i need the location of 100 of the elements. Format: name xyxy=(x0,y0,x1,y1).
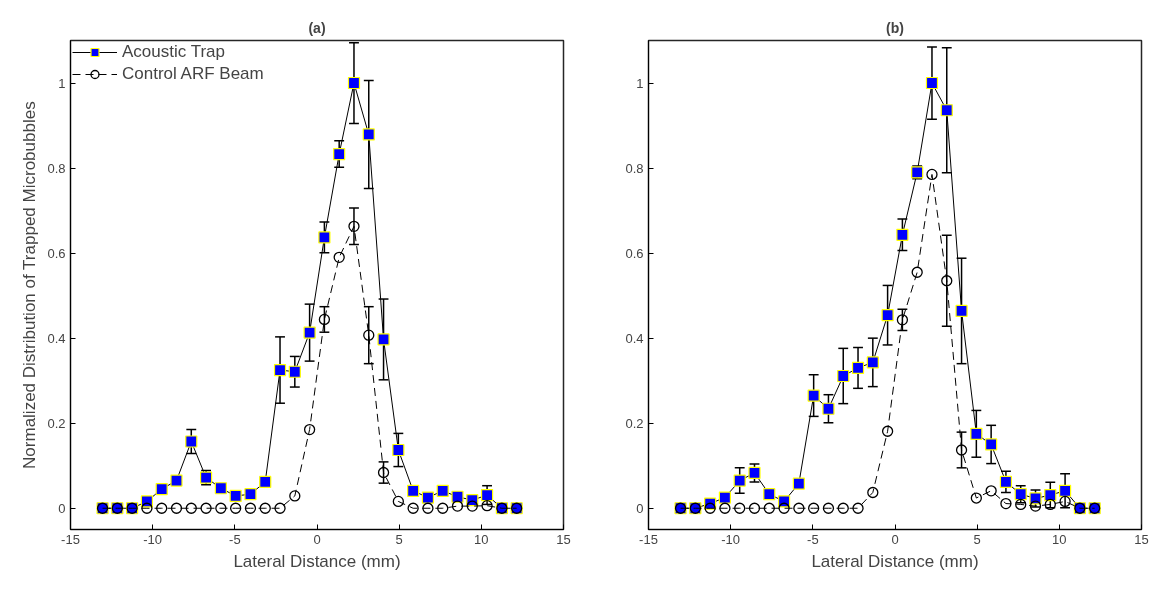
point xyxy=(867,486,879,499)
point xyxy=(822,502,835,514)
point xyxy=(451,500,464,512)
point xyxy=(347,76,361,90)
point xyxy=(229,489,242,503)
x-tick-label: 15 xyxy=(556,531,571,547)
point xyxy=(999,475,1013,488)
x-tick-label: 10 xyxy=(1052,531,1067,547)
point xyxy=(333,147,346,161)
point xyxy=(363,329,375,341)
y-tick-label: 0.4 xyxy=(47,330,66,346)
point xyxy=(748,502,761,514)
point xyxy=(1058,484,1072,497)
x-tick-label: -10 xyxy=(721,531,741,547)
point xyxy=(881,309,894,322)
point xyxy=(704,502,716,514)
y-tick-label: 0 xyxy=(636,500,644,516)
point xyxy=(941,275,953,287)
x-tick-label: 10 xyxy=(474,531,489,547)
y-tick-label: 0.2 xyxy=(625,415,644,431)
point xyxy=(896,314,909,326)
point xyxy=(955,304,968,318)
x-tick-label: 0 xyxy=(313,531,321,547)
point xyxy=(837,369,850,383)
point xyxy=(851,361,865,375)
point xyxy=(141,502,153,514)
point xyxy=(451,490,464,503)
point xyxy=(362,128,375,141)
legend-label: Control ARF Beam xyxy=(122,64,264,84)
point xyxy=(1059,495,1071,508)
point xyxy=(718,491,732,504)
y-tick-label: 0 xyxy=(58,500,66,516)
point xyxy=(436,484,449,497)
point xyxy=(185,502,197,514)
x-tick-label: 5 xyxy=(395,531,403,547)
y-tick-label: 0.4 xyxy=(625,330,644,346)
y-tick-label: 0.8 xyxy=(47,160,66,176)
point xyxy=(985,438,998,451)
point xyxy=(259,475,272,488)
point xyxy=(421,491,435,504)
point xyxy=(377,466,390,479)
point xyxy=(392,495,404,508)
point xyxy=(925,76,939,90)
point xyxy=(244,488,257,501)
point xyxy=(318,313,331,326)
y-tick-label: 1 xyxy=(58,75,66,91)
point xyxy=(185,435,198,448)
point xyxy=(955,444,968,456)
point xyxy=(733,474,746,487)
y-tick-label: 0.2 xyxy=(47,415,66,431)
point xyxy=(807,389,820,402)
x-tick-label: -10 xyxy=(143,531,163,547)
point xyxy=(244,502,257,514)
y-axis-title: Normalized Distribution of Trapped Microbubbles xyxy=(20,101,40,469)
point xyxy=(407,502,419,514)
point xyxy=(940,104,953,117)
point xyxy=(1029,500,1042,512)
point xyxy=(926,168,938,181)
point xyxy=(719,502,731,514)
point xyxy=(333,251,345,263)
x-tick-label: -5 xyxy=(807,531,819,547)
point xyxy=(1015,498,1027,511)
x-tick-label: 0 xyxy=(891,531,899,547)
point xyxy=(437,502,449,514)
point xyxy=(273,363,287,377)
y-tick-label: 0.6 xyxy=(47,245,66,261)
point xyxy=(170,474,183,487)
point xyxy=(230,502,242,514)
point xyxy=(274,502,286,514)
point xyxy=(288,365,301,378)
y-tick-label: 1 xyxy=(636,75,644,91)
point xyxy=(763,488,776,501)
x-tick-label: 15 xyxy=(1134,531,1149,547)
point xyxy=(778,502,790,514)
x-tick-label: 5 xyxy=(973,531,981,547)
point xyxy=(392,443,405,457)
point xyxy=(985,485,997,497)
chart-title: (b) xyxy=(886,19,904,36)
point xyxy=(422,502,434,514)
point xyxy=(214,482,227,495)
point xyxy=(792,477,805,490)
x-tick-label: -15 xyxy=(639,531,658,547)
point xyxy=(200,502,212,514)
point xyxy=(911,266,923,278)
point xyxy=(303,423,316,436)
point xyxy=(734,502,746,514)
point xyxy=(348,220,360,232)
point xyxy=(480,488,494,502)
point xyxy=(259,502,271,514)
point xyxy=(808,502,820,514)
point xyxy=(896,228,909,241)
point xyxy=(170,502,183,514)
x-axis-title: Lateral Distance (mm) xyxy=(811,551,979,571)
point xyxy=(481,500,493,512)
point xyxy=(289,490,301,502)
point xyxy=(407,484,420,497)
point xyxy=(822,402,835,415)
point xyxy=(881,425,894,437)
point xyxy=(318,231,331,244)
point xyxy=(155,483,168,496)
